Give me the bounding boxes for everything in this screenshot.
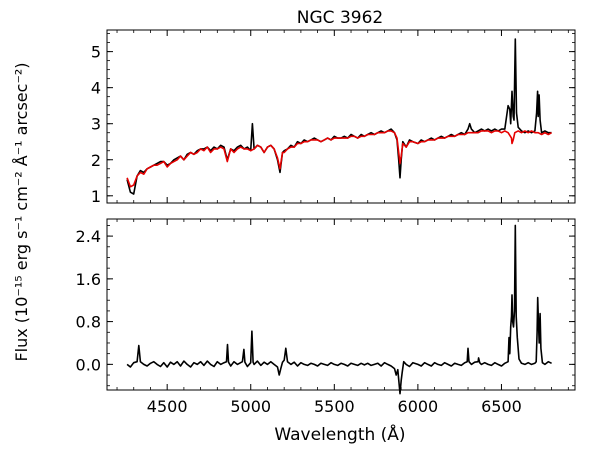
bottom-y-tick-label-0: 0.0 bbox=[76, 355, 101, 374]
bottom-panel: 4500 5000 5500 6000 6500 0.0 0.8 1.6 2.4 bbox=[76, 218, 576, 416]
bottom-y-tick-label-1: 0.8 bbox=[76, 313, 101, 332]
x-tick-label-4: 6500 bbox=[481, 397, 522, 416]
bottom-y-tick-label-3: 2.4 bbox=[76, 227, 101, 246]
bottom-series-line-0 bbox=[126, 224, 552, 395]
top-y-tick-label-2: 3 bbox=[91, 115, 101, 134]
x-tick-label-1: 5000 bbox=[230, 397, 271, 416]
top-panel-frame bbox=[106, 29, 576, 204]
top-y-tick-label-1: 2 bbox=[91, 151, 101, 170]
x-tick-label-0: 4500 bbox=[147, 397, 188, 416]
bottom-y-tick-label-2: 1.6 bbox=[76, 270, 101, 289]
top-panel: 1 2 3 4 5 bbox=[91, 29, 576, 206]
bottom-series-layer bbox=[126, 224, 552, 395]
top-series-line-0 bbox=[126, 38, 552, 195]
x-axis-label: Wavelength (Å) bbox=[274, 423, 405, 445]
chart-title: NGC 3962 bbox=[297, 8, 383, 28]
x-tick-label-2: 5500 bbox=[314, 397, 355, 416]
top-series-line-1 bbox=[126, 130, 552, 188]
top-series-layer bbox=[126, 38, 552, 195]
top-y-tick-label-0: 1 bbox=[91, 187, 101, 206]
bottom-panel-frame bbox=[106, 218, 576, 391]
top-y-tick-label-3: 4 bbox=[91, 79, 101, 98]
y-axis-label: Flux (10⁻¹⁵ erg s⁻¹ cm⁻² Å⁻¹ arcsec⁻²) bbox=[12, 62, 31, 361]
x-tick-label-3: 6000 bbox=[398, 397, 439, 416]
top-y-tick-label-4: 5 bbox=[91, 43, 101, 62]
